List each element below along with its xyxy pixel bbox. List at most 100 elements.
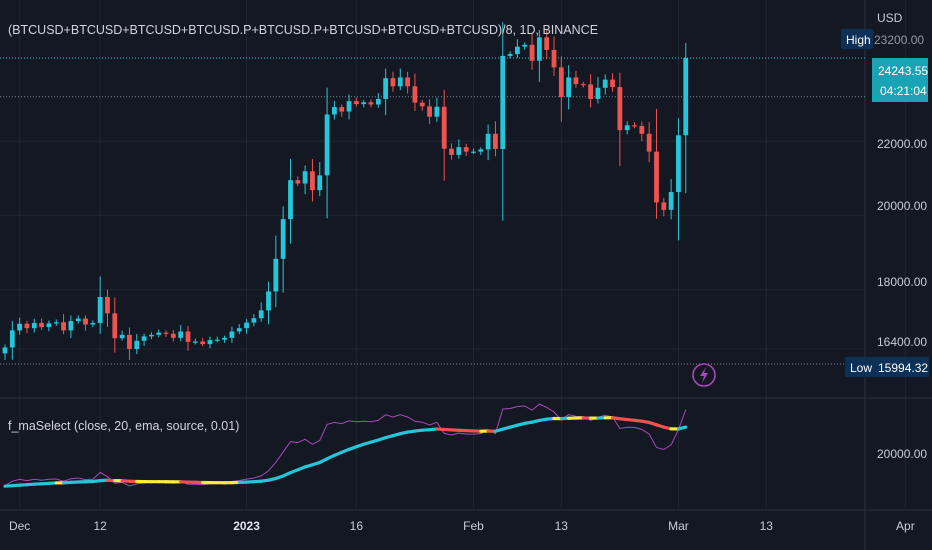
candle bbox=[463, 143, 469, 157]
candle bbox=[375, 93, 381, 108]
candle bbox=[251, 314, 257, 327]
candle bbox=[2, 344, 8, 360]
candle bbox=[236, 324, 242, 335]
low-value: 15994.32 bbox=[878, 361, 928, 375]
candle bbox=[90, 320, 96, 328]
indicator-lines bbox=[3, 403, 688, 488]
time-label-6: Mar bbox=[668, 519, 689, 533]
time-label-5: 13 bbox=[555, 519, 569, 533]
time-label-0: Dec bbox=[9, 519, 30, 533]
high-value-text: 23200.00 bbox=[874, 33, 924, 47]
price-axis[interactable]: 22000.00 20000.00 18000.00 16400.00 2000… bbox=[877, 137, 927, 461]
candle bbox=[654, 109, 659, 219]
candle bbox=[434, 97, 440, 122]
last-price-value: 24243.55 bbox=[878, 64, 928, 78]
candle bbox=[119, 330, 125, 341]
low-tag: Low 15994.32 bbox=[845, 357, 929, 377]
time-label-2: 2023 bbox=[233, 519, 260, 533]
candle bbox=[149, 332, 154, 340]
lightning-bolt-icon[interactable] bbox=[692, 363, 716, 387]
candle bbox=[134, 334, 140, 355]
candle bbox=[156, 329, 162, 338]
candle bbox=[258, 302, 264, 322]
high-tag: 23200.00 High bbox=[841, 29, 924, 49]
candle bbox=[170, 329, 176, 342]
candle bbox=[595, 77, 601, 104]
candle bbox=[441, 89, 447, 181]
candle bbox=[83, 315, 88, 331]
candle bbox=[551, 36, 557, 76]
candle bbox=[163, 330, 169, 337]
price-label-18000: 18000.00 bbox=[877, 275, 927, 289]
candle bbox=[419, 100, 425, 111]
price-label-22000: 22000.00 bbox=[877, 137, 927, 151]
candle bbox=[676, 118, 681, 241]
candle bbox=[207, 336, 213, 349]
symbol-title[interactable]: (BTCUSD+BTCUSD+BTCUSD+BTCUSD.P+BTCUSD.P+… bbox=[8, 23, 598, 37]
candle bbox=[112, 297, 118, 353]
candle bbox=[75, 315, 81, 324]
candle bbox=[31, 318, 37, 333]
candle bbox=[639, 121, 645, 142]
main-reference-lines bbox=[0, 57, 865, 365]
time-axis[interactable]: Dec 12 2023 16 Feb 13 Mar 13 Apr bbox=[9, 519, 915, 533]
candle bbox=[507, 51, 513, 59]
candle bbox=[9, 320, 15, 360]
indicator-title[interactable]: f_maSelect (close, 20, ema, source, 0.01… bbox=[8, 419, 239, 433]
candle bbox=[493, 121, 498, 157]
candle bbox=[61, 314, 66, 335]
candle bbox=[185, 325, 191, 351]
candle bbox=[683, 42, 689, 194]
candle bbox=[244, 319, 249, 334]
candle bbox=[127, 327, 132, 360]
candle bbox=[412, 73, 418, 111]
candle bbox=[24, 320, 30, 334]
candle bbox=[478, 147, 484, 155]
candle bbox=[602, 74, 608, 95]
source-line bbox=[4, 403, 687, 487]
candle bbox=[280, 206, 286, 293]
candle bbox=[288, 158, 293, 244]
candle bbox=[580, 81, 586, 88]
candle bbox=[295, 176, 301, 187]
candle bbox=[310, 158, 315, 202]
candle bbox=[317, 162, 323, 197]
candle bbox=[624, 121, 630, 135]
time-label-4: Feb bbox=[463, 519, 484, 533]
candle bbox=[178, 325, 184, 342]
time-label-8: Apr bbox=[896, 519, 915, 533]
candle bbox=[449, 143, 454, 160]
candle bbox=[397, 68, 403, 91]
candle bbox=[68, 315, 74, 338]
price-label-16400: 16400.00 bbox=[877, 335, 927, 349]
candle bbox=[668, 178, 674, 220]
candle bbox=[661, 197, 667, 217]
ma-segment bbox=[676, 425, 688, 431]
candle bbox=[332, 100, 337, 120]
candle bbox=[500, 22, 506, 221]
candle bbox=[617, 72, 623, 167]
candle bbox=[536, 29, 542, 82]
candle bbox=[17, 317, 23, 335]
low-label: Low bbox=[850, 361, 872, 375]
candle bbox=[529, 33, 535, 70]
candle bbox=[273, 235, 279, 308]
candle bbox=[346, 94, 352, 120]
candle bbox=[573, 70, 579, 88]
candle bbox=[558, 56, 564, 122]
candle bbox=[566, 65, 572, 110]
candle bbox=[610, 73, 615, 92]
candle bbox=[632, 122, 637, 129]
candle bbox=[471, 148, 476, 155]
time-label-1: 12 bbox=[93, 519, 107, 533]
candle bbox=[200, 337, 206, 347]
candle bbox=[97, 276, 103, 334]
candle bbox=[105, 289, 110, 327]
candle bbox=[53, 319, 59, 326]
candle bbox=[302, 165, 308, 195]
candle bbox=[522, 42, 528, 50]
candle bbox=[383, 68, 389, 116]
